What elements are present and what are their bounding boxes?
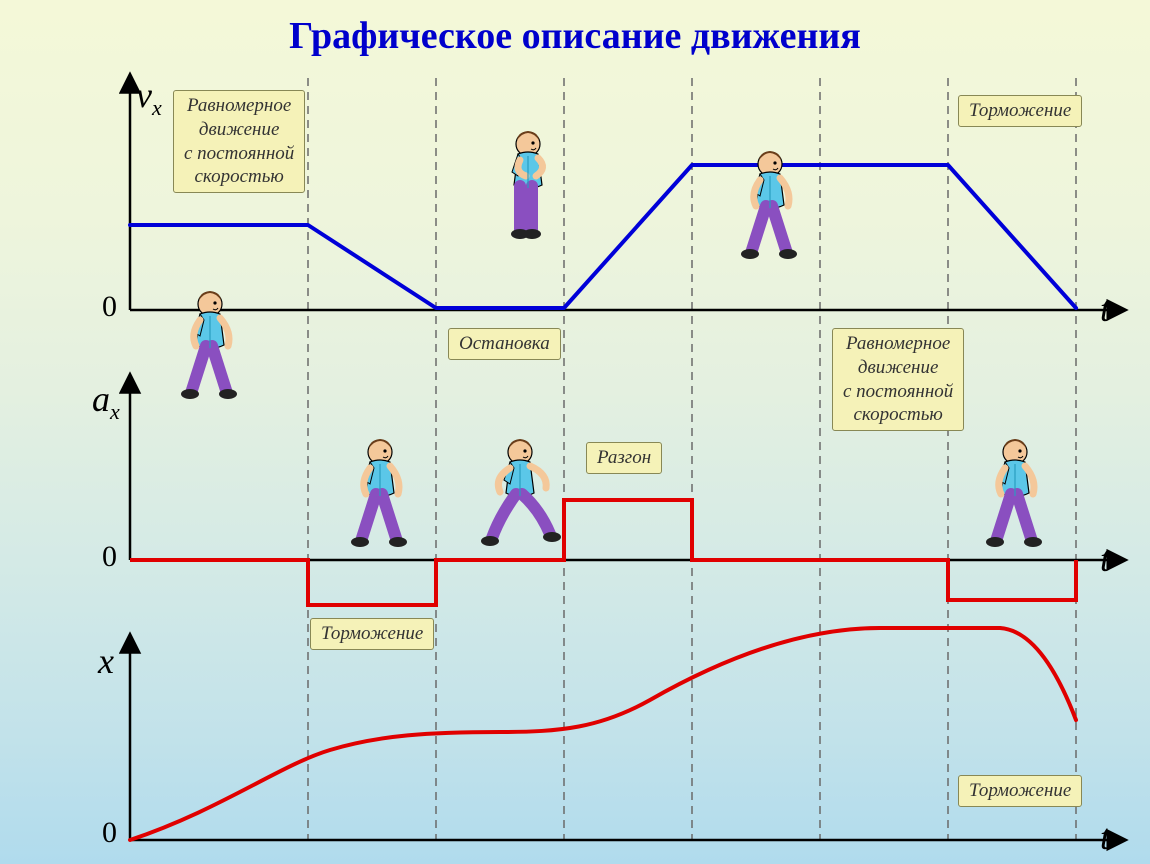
label-braking-top: Торможение	[958, 95, 1082, 127]
label-braking-mid: Торможение	[310, 618, 434, 650]
x-axis-label-2: t	[1100, 538, 1110, 580]
person-figure	[481, 439, 561, 546]
person-figure	[986, 439, 1042, 547]
label-uniform-mid: Равномерное движение с постоянной скорос…	[832, 328, 964, 431]
label-stop: Остановка	[448, 328, 561, 360]
zero-label-3: 0	[102, 816, 117, 850]
person-figure	[181, 291, 237, 399]
person-figure	[351, 439, 407, 547]
person-figure	[741, 151, 797, 259]
y-axis-label-velocity: vx	[136, 74, 162, 121]
person-figure	[511, 131, 543, 239]
zero-label-1: 0	[102, 290, 117, 324]
label-braking-bot: Торможение	[958, 775, 1082, 807]
x-axis-label-3: t	[1100, 816, 1110, 858]
x-axis-label-1: t	[1100, 288, 1110, 330]
label-uniform-top: Равномерное движение с постоянной скорос…	[173, 90, 305, 193]
label-accel: Разгон	[586, 442, 662, 474]
y-axis-label-accel: ax	[92, 378, 120, 425]
diagram-page: { "title": "Графическое описание движени…	[0, 0, 1150, 864]
y-axis-label-position: x	[98, 640, 114, 682]
zero-label-2: 0	[102, 540, 117, 574]
